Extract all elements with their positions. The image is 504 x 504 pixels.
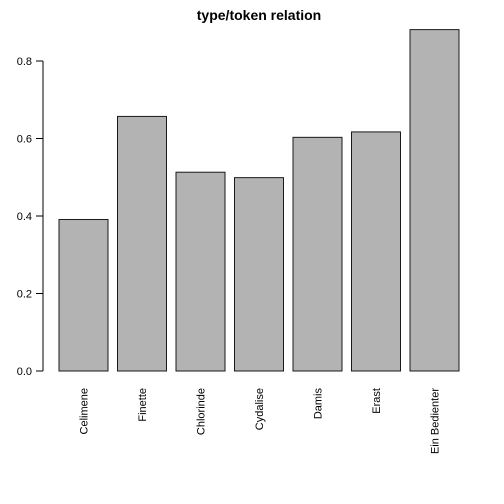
bars-group [58,29,460,372]
x-tick-label: Chlorinde [196,388,208,435]
bar [409,29,460,372]
y-tick-label: 0.2 [17,289,32,301]
chart-title: type/token relation [197,7,321,23]
y-axis: 0.0 0.2 0.4 0.6 0.8 [17,56,43,378]
bar [117,115,167,372]
bar [292,136,343,372]
x-tick-label: Erast [371,388,383,414]
y-tick-label: 0.0 [17,366,32,378]
x-tick-label: Ein Bedienter [430,388,442,454]
x-axis-labels: Celimene Finette Chlorinde Cydalise Damis Era… [79,388,442,455]
y-tick-label: 0.6 [17,134,32,146]
y-tick-label: 0.4 [17,211,32,223]
x-tick-label: Damis [313,388,325,420]
bar [234,177,284,372]
x-tick-label: Cydalise [254,388,266,430]
bar [351,131,401,372]
x-tick-label: Finette [137,388,149,422]
bar [175,171,226,372]
bar [58,218,109,372]
x-tick-label: Celimene [79,388,91,434]
y-tick-label: 0.8 [17,56,32,68]
